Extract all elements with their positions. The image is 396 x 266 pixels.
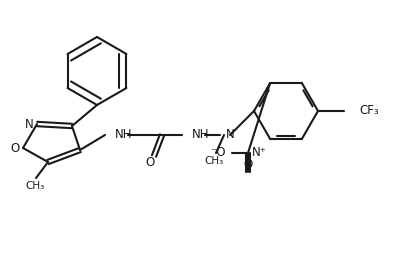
Text: O: O <box>244 159 253 172</box>
Text: CH₃: CH₃ <box>25 181 45 191</box>
Text: N: N <box>25 118 33 131</box>
Text: NH: NH <box>115 128 133 142</box>
Text: CH₃: CH₃ <box>204 156 224 166</box>
Text: N⁺: N⁺ <box>252 147 267 160</box>
Text: ⁻O: ⁻O <box>211 147 226 160</box>
Text: O: O <box>10 142 20 155</box>
Text: N: N <box>226 128 235 142</box>
Text: O: O <box>145 156 154 169</box>
Text: CF₃: CF₃ <box>359 105 379 118</box>
Text: NH: NH <box>192 128 209 142</box>
